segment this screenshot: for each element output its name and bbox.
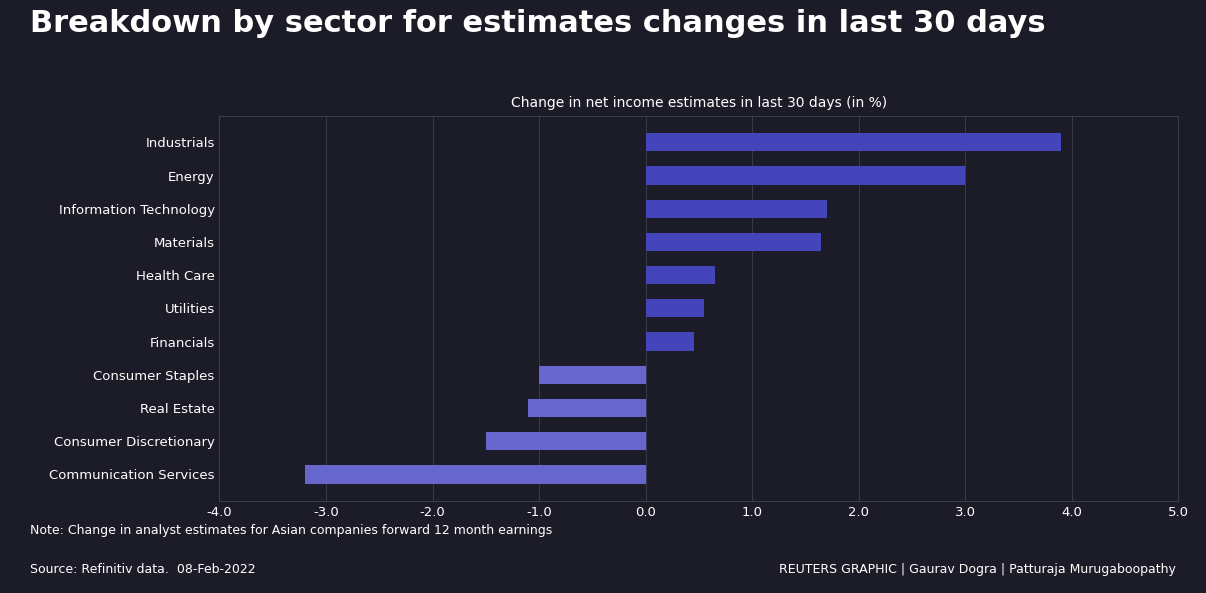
Bar [645, 233, 821, 251]
Bar [528, 399, 645, 417]
Text: Note: Change in analyst estimates for Asian companies forward 12 month earnings: Note: Change in analyst estimates for As… [30, 524, 552, 537]
Bar [645, 200, 827, 218]
Bar [645, 299, 704, 317]
Bar [645, 266, 715, 284]
Text: Breakdown by sector for estimates changes in last 30 days: Breakdown by sector for estimates change… [30, 9, 1046, 38]
Text: REUTERS GRAPHIC | Gaurav Dogra | Patturaja Murugaboopathy: REUTERS GRAPHIC | Gaurav Dogra | Pattura… [779, 563, 1176, 576]
Bar [539, 366, 645, 384]
Bar [645, 167, 965, 184]
Text: Change in net income estimates in last 30 days (in %): Change in net income estimates in last 3… [511, 95, 886, 110]
Bar [305, 466, 645, 483]
Bar [645, 333, 693, 350]
Bar [486, 432, 645, 450]
Bar [645, 133, 1061, 151]
Text: Source: Refinitiv data.  08-Feb-2022: Source: Refinitiv data. 08-Feb-2022 [30, 563, 256, 576]
